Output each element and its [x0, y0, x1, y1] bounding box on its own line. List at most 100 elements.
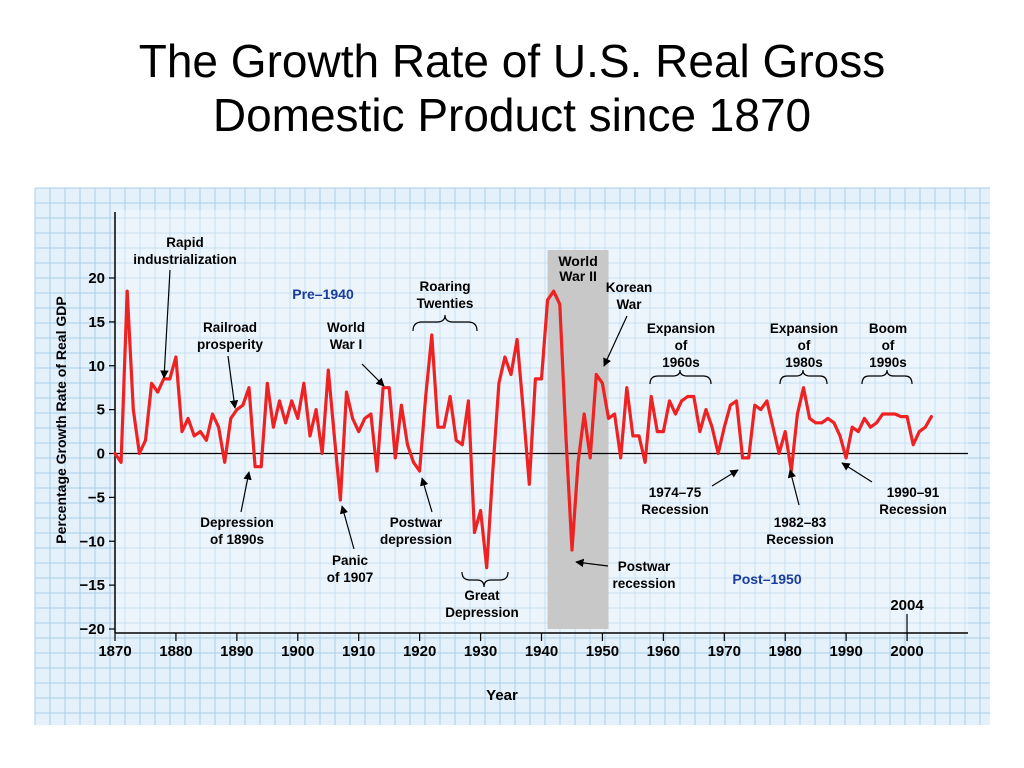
roaring-twenties-bracket [412, 314, 478, 332]
data-point [192, 434, 196, 438]
data-point [454, 438, 458, 442]
recession-1990-91-arrow [841, 462, 873, 483]
recession-1974-75-line-2: Recession [641, 502, 709, 517]
y-ticks: 20 15 10 5 0 −5 −10 −15 −20 [80, 270, 115, 638]
data-point [686, 395, 690, 398]
x-ticks: 1870 1880 1890 1900 1910 1920 1930 1940 1950 1960… [98, 633, 924, 660]
expansion-1960s-line-2: of [675, 338, 688, 353]
recession-1982-83-line-1: 1982–83 [774, 515, 827, 530]
data-point [278, 399, 281, 403]
data-point [917, 430, 921, 433]
world-war-ii-label-line-1: World [558, 253, 597, 269]
x-tick-label: 1890 [220, 643, 253, 660]
y-tick-label: 15 [88, 314, 105, 331]
data-point [138, 452, 141, 455]
data-point [534, 377, 537, 381]
data-point [802, 386, 805, 390]
postwar-recession-line-1: Postwar [618, 559, 671, 574]
expansion-1960s-line-3: 1960s [662, 355, 700, 370]
data-point [625, 386, 629, 390]
data-point [680, 399, 683, 403]
data-point [375, 469, 379, 473]
data-point [406, 443, 409, 447]
pre-1940-label: Pre–1940 [292, 286, 354, 302]
data-point [125, 289, 129, 293]
recession-1982-83-arrow [787, 469, 800, 506]
data-point [796, 412, 799, 416]
data-point [850, 425, 854, 429]
data-point [296, 417, 300, 420]
railroad-prosperity-line-1: Railroad [203, 320, 257, 335]
data-point [485, 566, 489, 569]
y-tick-label: 0 [97, 446, 105, 463]
panic-1907-line-2: of 1907 [327, 570, 374, 585]
postwar-recession-arrow [575, 558, 609, 568]
data-point [460, 443, 464, 447]
data-point [290, 399, 294, 403]
x-tick-label: 1880 [159, 643, 192, 660]
x-tick-label: 1980 [769, 643, 802, 660]
data-point [759, 408, 763, 411]
data-point [923, 425, 927, 429]
title-line-1: The Growth Rate of U.S. Real Gross [138, 35, 886, 87]
rapid-industrialization-line-2: industrialization [133, 252, 237, 267]
post-1950-label: Post–1950 [732, 571, 801, 587]
data-point [436, 425, 440, 429]
data-point [308, 434, 312, 438]
railroad-prosperity-arrow [227, 355, 239, 409]
data-point [314, 408, 318, 411]
data-point [668, 399, 671, 403]
recession-1982-83-line-2: Recession [766, 532, 834, 547]
data-point [844, 456, 848, 460]
postwar-depression-line-1: Postwar [390, 515, 443, 530]
data-point [869, 425, 872, 429]
data-point [777, 452, 781, 455]
railroad-prosperity-line-2: prosperity [197, 337, 264, 352]
slide-title: The Growth Rate of U.S. Real Gross Domes… [0, 34, 1024, 142]
data-point [430, 333, 434, 337]
data-point [692, 395, 696, 398]
data-point [393, 456, 397, 460]
data-point [198, 430, 202, 433]
recession-1974-75-line-1: 1974–75 [649, 485, 702, 500]
data-point [747, 456, 751, 460]
expansion-1980s-bracket [779, 369, 828, 385]
panic-1907-arrow [339, 505, 355, 550]
data-point [326, 368, 330, 372]
x-tick-label: 1950 [586, 643, 619, 660]
data-point [832, 421, 836, 425]
data-point [527, 482, 531, 486]
data-point [619, 456, 623, 460]
data-point [783, 430, 787, 433]
y-axis-label: Percentage Growth Rate of Real GDP [53, 296, 69, 543]
data-point [363, 417, 367, 420]
data-point [570, 548, 574, 552]
recession-1974-75-arrow [711, 469, 739, 487]
x-tick-label: 1930 [464, 643, 497, 660]
data-point [826, 417, 830, 420]
data-point [369, 412, 373, 416]
data-point [698, 430, 702, 433]
boom-1990s-line-3: 1990s [869, 355, 907, 370]
data-point [856, 430, 860, 433]
data-point [863, 417, 866, 420]
data-point [497, 381, 501, 385]
expansion-1960s-bracket [649, 369, 712, 385]
annotations: Rapid industrialization Railroad prosper… [133, 235, 947, 634]
korean-war-line-1: Korean [606, 280, 653, 295]
data-point [607, 417, 610, 420]
grid-lines [34, 187, 990, 725]
data-point [412, 460, 415, 464]
data-point [820, 421, 824, 425]
data-point [156, 390, 160, 394]
data-point [655, 430, 659, 433]
data-points [113, 289, 933, 569]
x-tick-label: 1940 [525, 643, 558, 660]
data-point [168, 377, 172, 381]
data-point [351, 417, 354, 420]
data-point [631, 434, 635, 438]
data-point [838, 434, 842, 438]
world-war-i-line-2: War I [330, 337, 363, 352]
data-point [320, 452, 324, 455]
